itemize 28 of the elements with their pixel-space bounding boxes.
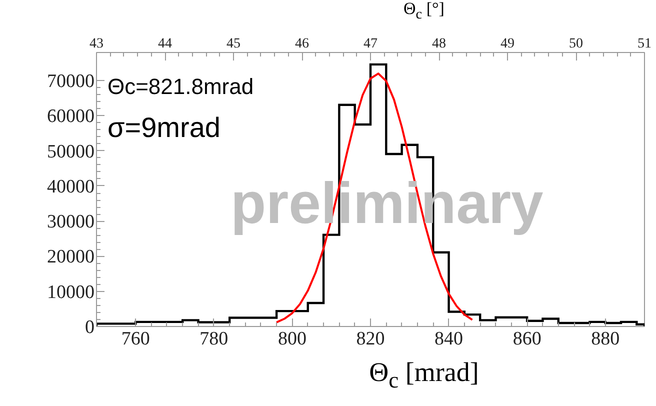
x2-tick-label: 45 [226, 36, 240, 52]
x-tick-label: 780 [200, 328, 228, 350]
x2-tick-label: 46 [295, 36, 309, 52]
y-tick-label: 10000 [47, 282, 94, 303]
x2-tick-label: 48 [432, 36, 446, 52]
y-tick-label: 40000 [47, 176, 94, 198]
x2-tick-label: 47 [364, 36, 378, 52]
y-tick-label: 50000 [47, 141, 94, 162]
y-tick-label: 20000 [47, 246, 94, 268]
x-tick-label: 840 [434, 328, 464, 350]
y-tick-label: 60000 [47, 106, 94, 128]
x2-tick-label: 43 [90, 36, 104, 52]
x2-tick-label: 44 [158, 36, 172, 52]
x2-tick-label: 50 [569, 36, 583, 52]
x2-axis-title: Θ$_{c}$ [°] [404, 0, 444, 23]
x-tick-label: 760 [121, 328, 150, 350]
y-tick-label: 0 [85, 317, 94, 338]
x2-tick-label: 49 [500, 36, 514, 52]
x-tick-label: 880 [591, 328, 620, 350]
x-tick-label: 820 [356, 328, 385, 350]
x-tick-label: 800 [278, 328, 306, 350]
x-axis-title: Θ$_{c}$ [mrad] [369, 357, 479, 394]
y-tick-label: 70000 [47, 71, 94, 92]
x2-tick-label: 51 [638, 36, 652, 52]
x-tick-label: 860 [512, 328, 542, 350]
annotation: σ=9mrad [107, 112, 220, 143]
y-tick-label: 30000 [47, 212, 94, 233]
annotation: Θc=821.8mrad [107, 74, 254, 100]
